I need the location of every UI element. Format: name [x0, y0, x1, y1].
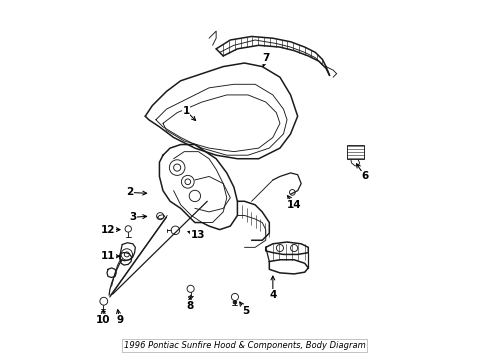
Text: 5: 5 — [242, 306, 249, 316]
Text: 6: 6 — [361, 171, 368, 181]
Text: 10: 10 — [95, 315, 110, 325]
Text: 2: 2 — [125, 188, 133, 197]
Text: 11: 11 — [101, 251, 115, 261]
Text: 4: 4 — [268, 290, 276, 300]
Text: 8: 8 — [185, 301, 193, 311]
Text: 1996 Pontiac Sunfire Hood & Components, Body Diagram: 1996 Pontiac Sunfire Hood & Components, … — [123, 341, 365, 350]
Circle shape — [233, 301, 236, 304]
Text: 3: 3 — [129, 212, 136, 222]
Text: 9: 9 — [116, 315, 123, 325]
Text: 13: 13 — [191, 230, 205, 240]
Text: 7: 7 — [262, 53, 269, 63]
Text: 1: 1 — [182, 106, 189, 116]
Text: 14: 14 — [286, 200, 301, 210]
Text: 12: 12 — [101, 225, 115, 235]
Bar — [346, 145, 364, 159]
